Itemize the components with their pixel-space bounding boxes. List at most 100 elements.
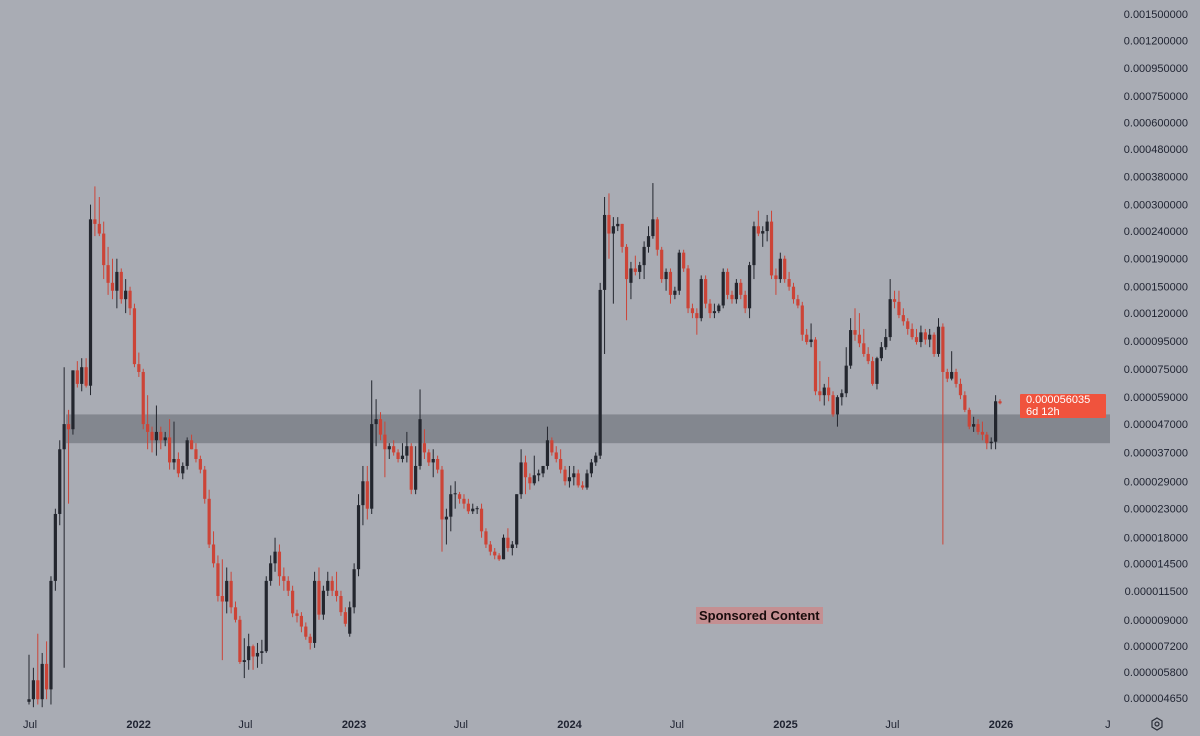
time-tick-label: 2023 — [342, 719, 366, 731]
candle-body — [998, 401, 1002, 404]
candle — [897, 290, 901, 319]
candle — [752, 221, 756, 280]
price-tick-label: 0.001500000 — [1124, 9, 1188, 21]
candle — [633, 255, 637, 276]
candle — [835, 395, 840, 427]
candle — [462, 494, 466, 509]
candle — [233, 601, 238, 623]
time-tick-label: 2022 — [126, 719, 150, 731]
candle-body — [879, 347, 883, 359]
time-axis[interactable]: Jul 2022 Jul 2023 Jul 2024 Jul 2025 Jul 2026 J — [23, 719, 1111, 731]
candle-body — [919, 332, 923, 343]
candle — [194, 443, 198, 463]
candle-body — [510, 544, 514, 549]
candle — [189, 434, 194, 450]
candle-body — [690, 308, 695, 314]
candle-body — [774, 275, 778, 280]
candle-body — [106, 265, 110, 283]
candle-body — [932, 334, 936, 354]
candle — [449, 485, 453, 532]
price-tick-label: 0.000240000 — [1124, 226, 1188, 238]
candle — [958, 378, 963, 400]
candle — [914, 328, 919, 345]
candle-body — [260, 651, 264, 653]
candle-body — [242, 660, 246, 662]
candle-body — [198, 458, 202, 470]
candle-body — [453, 493, 457, 495]
candle — [247, 633, 251, 670]
candle — [269, 555, 273, 586]
candle-body — [387, 446, 391, 450]
candle-body — [576, 473, 580, 486]
candle-body — [264, 580, 268, 652]
candle — [378, 412, 383, 441]
candle — [800, 301, 804, 341]
candle — [642, 241, 646, 280]
candle — [783, 255, 787, 283]
candle-body — [892, 299, 897, 302]
price-axis[interactable]: 0.001500000 0.001200000 0.000950000 0.00075… — [1124, 9, 1188, 705]
candle — [660, 246, 664, 283]
candle-body — [642, 246, 646, 266]
candle — [950, 351, 954, 381]
candle-body — [370, 424, 374, 509]
candle — [405, 431, 409, 463]
candle-body — [620, 223, 624, 247]
candle — [475, 506, 479, 514]
candle — [980, 421, 985, 441]
candle — [211, 531, 216, 568]
candle-body — [128, 290, 132, 309]
candle — [49, 576, 53, 705]
candle — [963, 391, 967, 413]
candle-body — [124, 290, 128, 300]
candle-body — [312, 580, 317, 643]
candle — [967, 407, 971, 430]
candle — [102, 221, 106, 280]
candle — [853, 308, 857, 341]
candle-body — [765, 221, 769, 232]
candle — [695, 308, 699, 335]
time-tick-label: Jul — [454, 719, 468, 731]
candle — [827, 376, 831, 402]
candle — [932, 332, 936, 357]
candle-body — [102, 233, 106, 266]
candle — [528, 473, 532, 490]
candle — [277, 544, 282, 586]
candle-body — [844, 365, 848, 394]
candle — [295, 609, 299, 623]
candle — [554, 446, 558, 463]
candle-body — [194, 449, 198, 459]
candle-body — [537, 473, 541, 476]
time-tick-label: 2024 — [557, 719, 582, 731]
candle — [787, 271, 791, 291]
time-tick-label: 2025 — [773, 719, 797, 731]
candle — [515, 494, 519, 549]
candle-body — [791, 286, 796, 300]
candle-body — [431, 458, 435, 463]
candle-body — [251, 646, 255, 657]
candle — [567, 465, 572, 488]
candle-body — [269, 563, 273, 581]
candle-body — [914, 337, 919, 343]
candle — [36, 633, 40, 705]
candle — [370, 380, 374, 514]
candle-body — [62, 424, 66, 450]
candle-body — [906, 321, 910, 329]
gear-icon[interactable] — [1150, 717, 1164, 731]
candle-body — [928, 334, 932, 340]
candle-body — [519, 462, 523, 495]
candle — [563, 465, 567, 486]
candle-body — [436, 458, 440, 470]
candle-body — [866, 353, 870, 362]
candle — [712, 303, 717, 319]
candle — [119, 268, 123, 304]
candle — [444, 508, 448, 545]
candle — [769, 210, 774, 280]
candle — [747, 261, 752, 319]
candle — [884, 328, 888, 350]
candle — [818, 361, 822, 402]
candle-body — [769, 221, 774, 276]
candle — [488, 541, 492, 556]
candle-body — [479, 508, 484, 532]
